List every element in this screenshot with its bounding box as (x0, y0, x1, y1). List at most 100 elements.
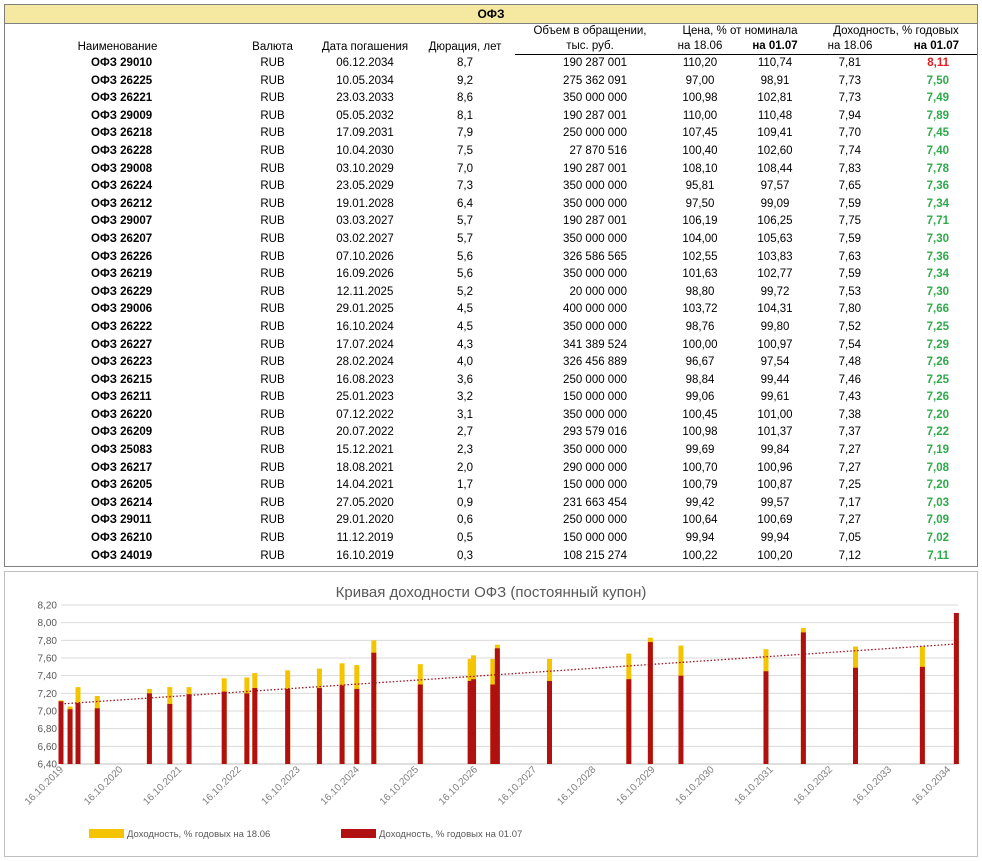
cell-p1: 98,80 (685, 285, 715, 298)
cell-dur: 0,6 (457, 514, 473, 527)
cell-y1: 7,05 (838, 532, 861, 545)
cell-vol: 250 000 000 (563, 373, 627, 386)
cell-vol: 326 586 565 (563, 250, 627, 263)
cell-cur: RUB (260, 338, 285, 351)
cell-name: ОФЗ 26205 (91, 479, 153, 492)
table-row: ОФЗ 29011 RUB 29.01.2020 0,6 250 000 000 100,… (5, 512, 977, 530)
cell-date: 25.01.2023 (336, 391, 394, 404)
cell-cur: RUB (260, 373, 285, 386)
cell-y1: 7,73 (838, 92, 861, 105)
cell-date: 05.05.2032 (336, 109, 394, 122)
trendline (60, 643, 959, 705)
cell-y1: 7,59 (838, 197, 861, 210)
cell-date: 10.04.2030 (336, 144, 394, 157)
cell-y1: 7,46 (838, 373, 861, 386)
cell-dur: 2,7 (457, 426, 473, 439)
col-header-volume: Объем в обращении, (533, 25, 647, 37)
x-tick-label: 16.10.2024 (319, 764, 362, 807)
cell-name: ОФЗ 26227 (91, 338, 153, 351)
cell-p1: 100,64 (682, 514, 718, 527)
cell-y1: 7,43 (838, 391, 861, 404)
cell-name: ОФЗ 26226 (91, 250, 153, 263)
cell-date: 15.12.2021 (336, 444, 394, 457)
cell-date: 18.08.2021 (336, 461, 394, 474)
cell-y2: 7,49 (926, 92, 950, 105)
cell-y2: 7,11 (927, 549, 950, 562)
cell-p2: 110,74 (757, 57, 793, 69)
cell-dur: 5,7 (457, 232, 473, 245)
cell-name: ОФЗ 26214 (91, 496, 153, 509)
cell-name: ОФЗ 26218 (91, 127, 153, 140)
cell-name: ОФЗ 26212 (91, 197, 153, 210)
cell-name: ОФЗ 29010 (91, 56, 153, 69)
cell-cur: RUB (260, 514, 285, 527)
bar-yield-0107 (252, 688, 258, 764)
cell-date: 10.05.2034 (336, 74, 394, 87)
cell-p2: 99,09 (760, 197, 790, 210)
table-row: ОФЗ 26207 RUB 03.02.2027 5,7 350 000 000 104,… (5, 231, 977, 249)
cell-dur: 4,0 (457, 356, 473, 369)
bar-yield-0107 (58, 701, 64, 764)
cell-name: ОФЗ 26207 (91, 232, 153, 245)
cell-dur: 7,0 (457, 162, 473, 175)
cell-y2: 7,25 (926, 373, 950, 386)
x-tick-label: 16.10.2026 (437, 764, 480, 807)
cell-dur: 3,6 (457, 373, 473, 386)
cell-date: 16.08.2023 (336, 373, 394, 386)
cell-vol: 190 287 001 (563, 109, 627, 122)
x-tick-label: 16.10.2029 (614, 764, 657, 807)
cell-y1: 7,75 (838, 215, 861, 228)
cell-cur: RUB (260, 444, 285, 457)
cell-vol: 341 389 524 (563, 338, 627, 351)
col-header-price: Цена, % от номинала (682, 25, 798, 37)
yield-curve-svg: Кривая доходности ОФЗ (постоянный купон)… (23, 584, 959, 840)
cell-p1: 102,55 (682, 250, 718, 263)
cell-name: ОФЗ 26210 (91, 532, 153, 545)
cell-vol: 350 000 000 (563, 197, 627, 210)
cell-dur: 4,5 (457, 320, 473, 333)
cell-p2: 99,44 (760, 373, 790, 386)
cell-p2: 99,57 (760, 496, 790, 509)
cell-vol: 350 000 000 (563, 232, 627, 245)
cell-name: ОФЗ 26209 (91, 426, 153, 439)
cell-y1: 7,52 (838, 320, 861, 333)
cell-name: ОФЗ 29008 (91, 162, 153, 175)
col-header-yield-0107: на 01.07 (885, 39, 978, 55)
cell-date: 03.10.2029 (336, 162, 394, 175)
cell-p2: 99,80 (760, 320, 790, 333)
cell-vol: 231 663 454 (563, 496, 627, 509)
cell-p1: 100,22 (682, 549, 718, 562)
bonds-table: Наименование Валюта Дата погашения Дюрац… (5, 24, 978, 566)
cell-dur: 4,5 (457, 303, 473, 316)
cell-vol: 27 870 516 (569, 144, 627, 157)
table-title: ОФЗ (5, 5, 977, 24)
cell-y2: 7,71 (926, 215, 950, 228)
cell-p2: 110,48 (757, 109, 793, 122)
x-tick-label: 16.10.2027 (496, 764, 539, 807)
cell-date: 23.05.2029 (336, 180, 394, 193)
cell-name: ОФЗ 29011 (91, 514, 152, 527)
y-tick-label: 7,40 (38, 671, 58, 682)
table-row: ОФЗ 26219 RUB 16.09.2026 5,6 350 000 000 101,… (5, 266, 977, 284)
cell-y1: 7,27 (838, 444, 861, 457)
bar-yield-0107 (626, 679, 632, 764)
chart-title: Кривая доходности ОФЗ (постоянный купон) (336, 584, 647, 601)
cell-y1: 7,94 (838, 109, 861, 122)
cell-date: 17.09.2031 (336, 127, 394, 140)
cell-cur: RUB (260, 268, 285, 281)
bar-yield-0107 (285, 688, 291, 764)
cell-cur: RUB (260, 56, 285, 69)
cell-cur: RUB (260, 461, 285, 474)
bonds-table-body: ОФЗ 29010 RUB 06.12.2034 8,7 190 287 001 110,… (5, 55, 977, 566)
cell-dur: 3,1 (457, 408, 473, 421)
cell-dur: 0,5 (457, 532, 473, 545)
table-row: ОФЗ 26217 RUB 18.08.2021 2,0 290 000 000 100,… (5, 460, 977, 478)
bar-yield-0107 (417, 684, 423, 764)
table-row: ОФЗ 26209 RUB 20.07.2022 2,7 293 579 016 100,… (5, 424, 977, 442)
table-row: ОФЗ 26224 RUB 23.05.2029 7,3 350 000 000 95,8… (5, 178, 977, 196)
cell-name: ОФЗ 26228 (91, 144, 153, 157)
cell-name: ОФЗ 29006 (91, 303, 153, 316)
cell-p1: 98,84 (685, 373, 715, 386)
cell-y2: 7,36 (926, 180, 950, 193)
cell-dur: 4,3 (457, 338, 473, 351)
